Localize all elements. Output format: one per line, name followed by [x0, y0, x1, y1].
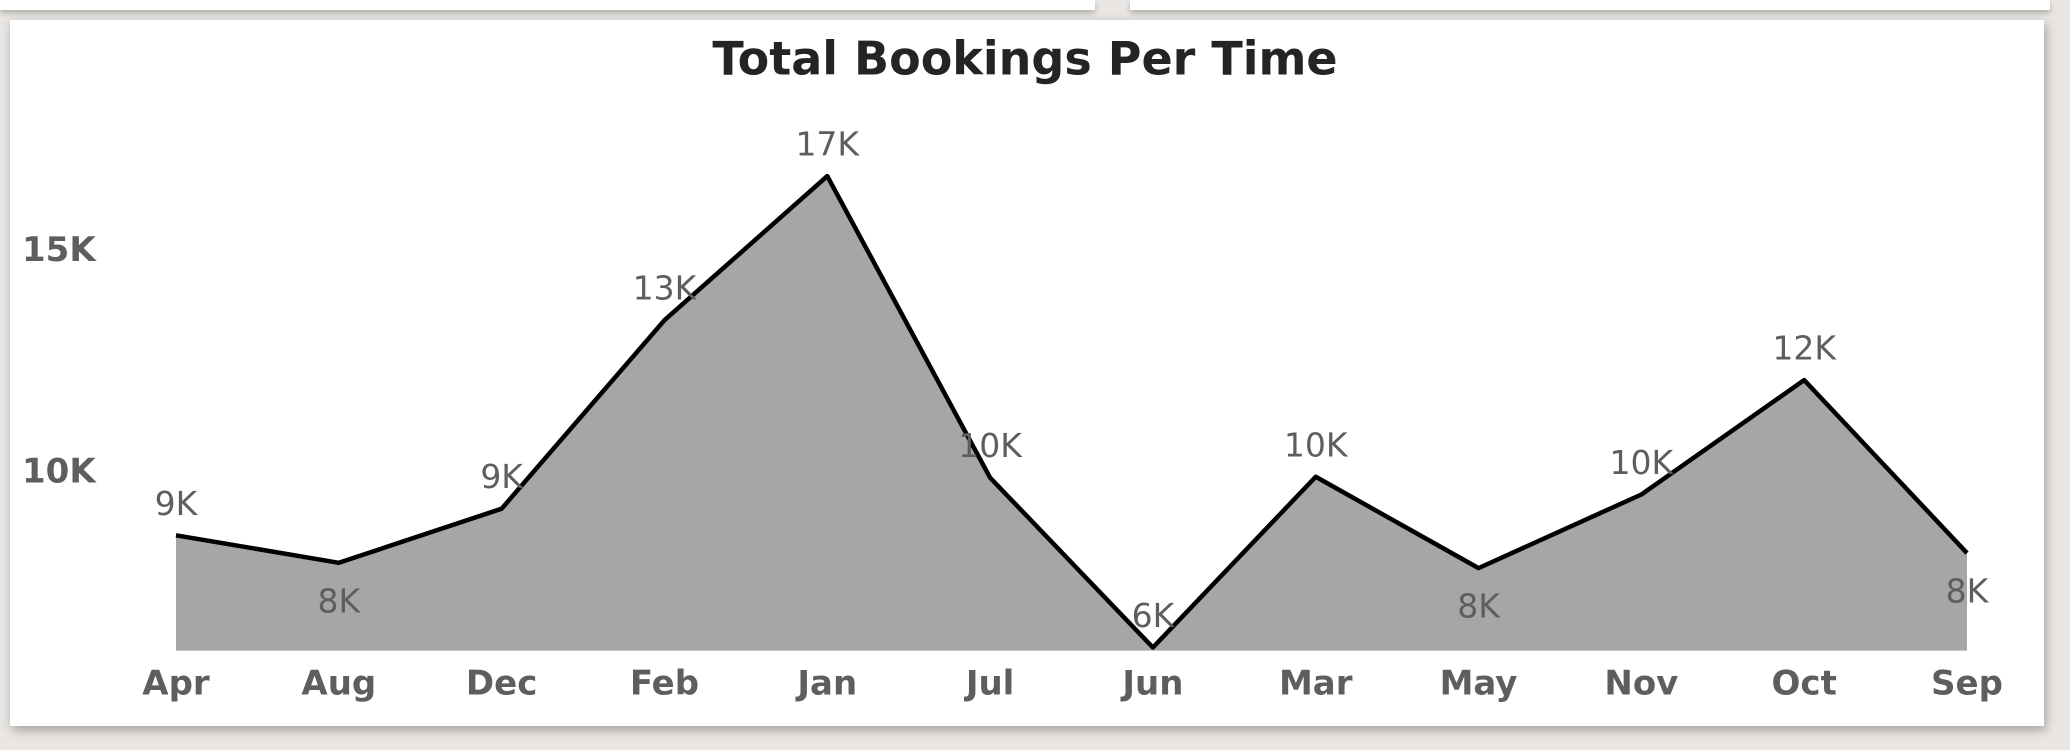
x-tick-label: Apr	[142, 664, 210, 704]
data-label: 10K	[1284, 425, 1349, 464]
data-label: 10K	[1610, 443, 1675, 482]
x-tick-label: Jan	[795, 664, 857, 704]
x-tick-label: Jul	[964, 664, 1015, 704]
x-tick-label: Nov	[1604, 664, 1678, 704]
data-label: 8K	[1457, 587, 1501, 626]
area	[176, 176, 1967, 651]
x-tick-label: Aug	[301, 664, 376, 704]
x-tick-label: May	[1440, 664, 1518, 704]
line	[175, 173, 1969, 650]
x-tick-label: Feb	[630, 664, 699, 704]
data-label: 8K	[317, 581, 361, 620]
y-tick-label: 10K	[22, 452, 97, 492]
y-tick-label: 15K	[22, 230, 97, 270]
data-label: 12K	[1772, 329, 1837, 368]
data-label: 9K	[155, 484, 199, 523]
x-tick-label: Dec	[466, 664, 537, 704]
x-tick-label: Sep	[1931, 664, 2003, 704]
x-tick-label: Oct	[1772, 664, 1837, 704]
x-tick-label: Jun	[1120, 664, 1183, 704]
data-label: 10K	[958, 426, 1023, 465]
data-label: 17K	[795, 125, 860, 164]
card-edge	[1130, 0, 2050, 10]
data-label: 13K	[633, 269, 698, 308]
chart-title: Total Bookings Per Time	[712, 32, 1337, 86]
x-tick-label: Mar	[1279, 664, 1353, 704]
data-label: 8K	[1946, 572, 1990, 611]
data-label: 6K	[1132, 596, 1176, 635]
card-edge	[0, 0, 1095, 10]
data-label: 9K	[480, 457, 524, 496]
